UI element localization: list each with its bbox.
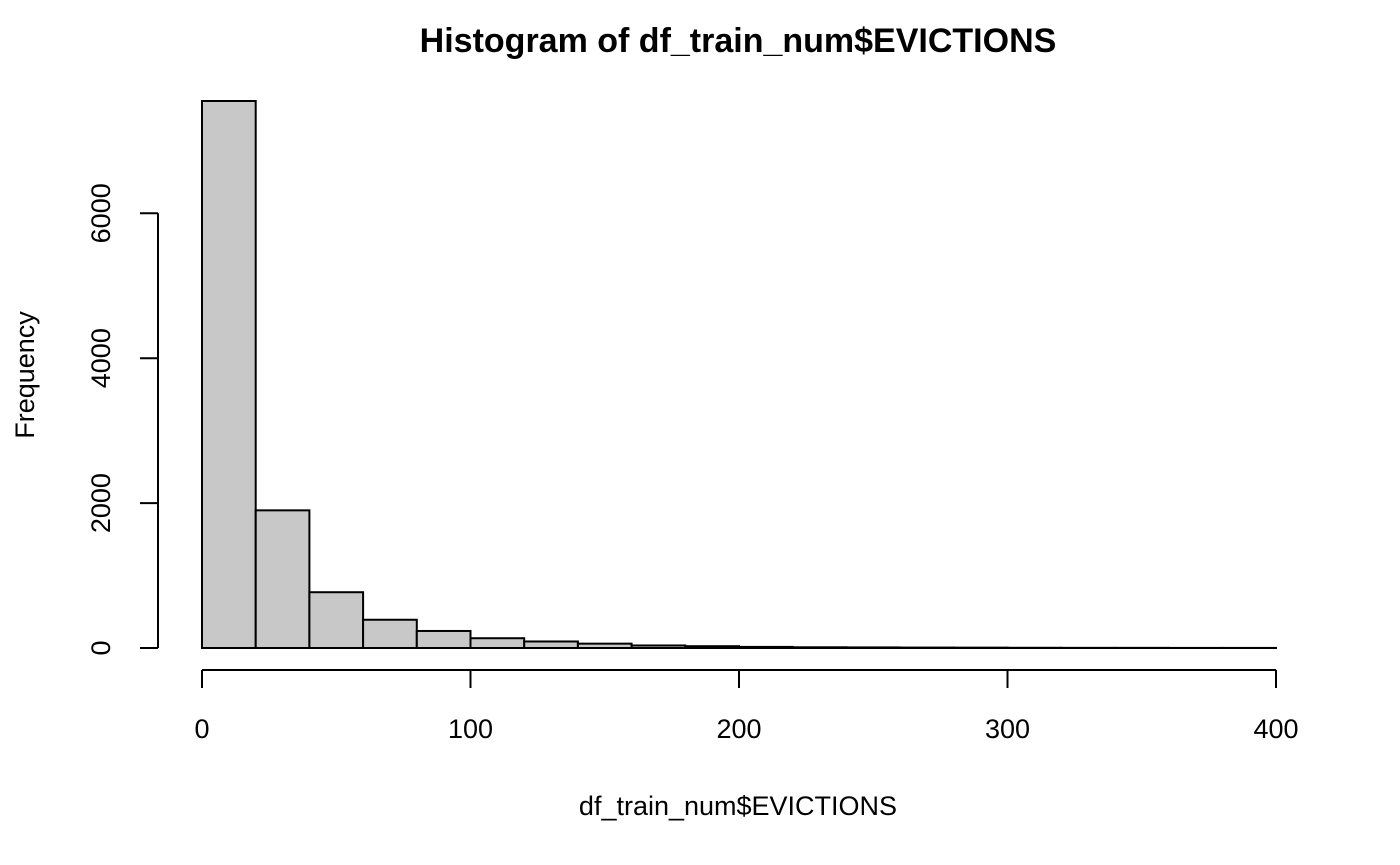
chart-title: Histogram of df_train_num$EVICTIONS [420,22,1057,60]
histogram-bar [738,645,794,650]
histogram-bar [845,646,902,650]
x-tick-label: 300 [985,714,1030,744]
y-axis: 0 2000 4000 6000 [86,183,159,656]
histogram-bar [469,637,526,649]
histogram-bar [201,100,257,649]
x-axis-label: df_train_num$EVICTIONS [579,791,897,821]
histogram-bar [791,646,848,650]
histogram-bar [576,642,633,649]
x-axis: 0 100 200 300 400 [194,669,1299,744]
histogram-bar [362,618,418,650]
x-tick-label: 400 [1253,714,1298,744]
y-tick-label: 6000 [86,183,116,243]
histogram-bar [630,644,687,649]
histogram-bar [254,509,311,649]
histogram-bar [523,640,579,650]
histogram-bar [308,591,365,650]
x-tick-label: 200 [716,714,761,744]
x-tick-label: 0 [194,714,209,744]
y-tick-label: 0 [86,640,116,655]
histogram-bar [684,645,740,649]
bars-group [201,100,1278,650]
y-axis-label: Frequency [10,311,40,439]
y-tick-label: 4000 [86,328,116,388]
y-tick-label: 2000 [86,473,116,533]
histogram-bar [415,629,472,650]
x-tick-label: 100 [448,714,493,744]
